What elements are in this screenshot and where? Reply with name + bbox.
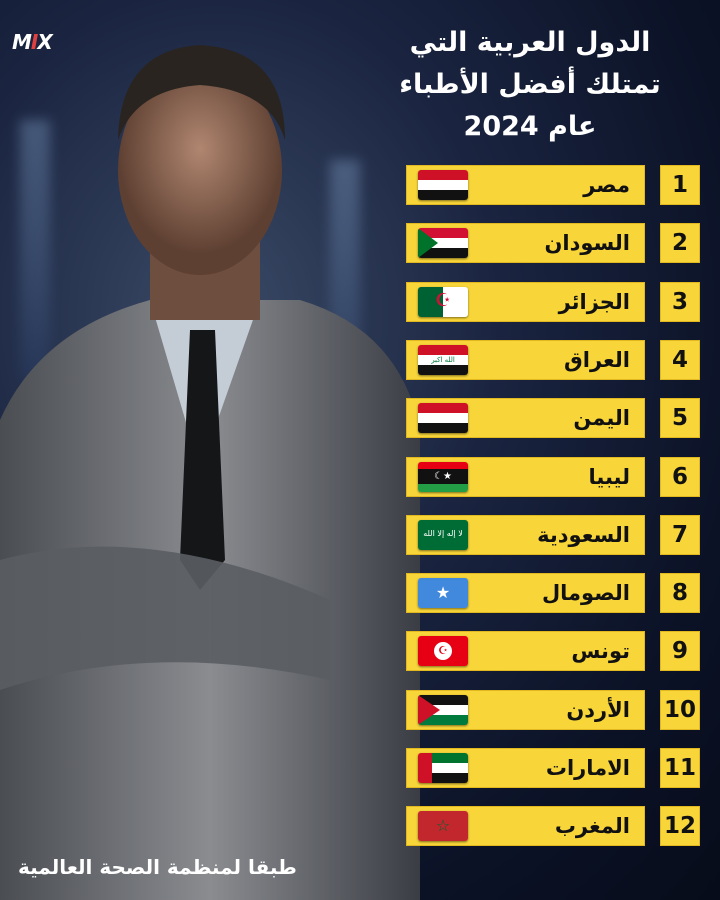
country-name: اليمن (573, 406, 630, 431)
background-light (20, 120, 50, 380)
country-name: الامارات (545, 756, 630, 780)
ranking-row: ليبيا ☾★ 6 (406, 456, 700, 497)
algeria-flag-icon: ☪ (418, 286, 468, 317)
jordan-flag-icon (418, 694, 468, 725)
page-title: الدول العربية التي تمتلك أفضل الأطباء عا… (380, 22, 680, 148)
ranking-row: تونس ☪ 9 (406, 631, 700, 672)
flag-part (418, 694, 468, 705)
flag-part (432, 762, 468, 773)
flag-part (418, 228, 468, 239)
flag-part (418, 238, 468, 249)
rank-number: 6 (660, 456, 700, 497)
flag-part: ★ (418, 578, 468, 609)
flag-part: ☪ (435, 289, 452, 311)
flag-part (443, 286, 468, 317)
country-name: السودان (544, 231, 630, 256)
flag-part (418, 286, 443, 317)
ranking-row: الصومال ★ 8 (406, 573, 700, 614)
ranking-row: الامارات 11 (406, 748, 700, 788)
country-name: السعودية (537, 522, 630, 547)
flag-part: ☾★ (418, 469, 468, 484)
ranking-row: الجزائر ☪ 3 (406, 281, 700, 322)
rank-number: 8 (660, 573, 700, 614)
flag-part: ☆ (418, 811, 468, 842)
flag-part (418, 423, 468, 434)
flag-part: لا إله إلا الله (418, 519, 468, 550)
flag-part (418, 461, 468, 469)
flag-part (432, 753, 468, 763)
country-name: الصومال (541, 581, 630, 606)
somalia-flag-icon: ★ (418, 578, 468, 609)
flag-part (432, 773, 468, 783)
morocco-flag-icon: ☆ (418, 811, 468, 842)
uae-flag-icon (418, 753, 468, 783)
flag-part (418, 344, 468, 355)
egypt-flag-icon (418, 170, 468, 200)
libya-flag-icon: ☾★ (418, 461, 468, 492)
title-line: تمتلك أفضل الأطباء (399, 69, 661, 100)
ranking-row: السودان 2 (406, 223, 700, 264)
flag-part (418, 413, 468, 424)
flag-part (418, 704, 468, 715)
flag-part (418, 403, 468, 414)
rank-number: 11 (660, 748, 700, 788)
ranking-row: اليمن 5 (406, 398, 700, 439)
country-name: الجزائر (558, 289, 630, 314)
flag-part (418, 714, 468, 725)
ranking-row: مصر 1 (406, 165, 700, 205)
rank-number: 7 (660, 514, 700, 555)
source-note: طبقا لمنظمة الصحة العالمية (18, 855, 297, 879)
rank-number: 9 (660, 631, 700, 672)
rank-number: 5 (660, 398, 700, 439)
mix-logo: MIX (12, 30, 53, 54)
country-name: الأردن (566, 697, 630, 722)
country-name: المغرب (554, 814, 630, 839)
ranking-row: السعودية لا إله إلا الله 7 (406, 514, 700, 555)
ranking-row: العراق الله اكبر 4 (406, 339, 700, 380)
tunisia-flag-icon: ☪ (418, 636, 468, 667)
flag-part (418, 179, 468, 190)
iraq-flag-icon: الله اكبر (418, 344, 468, 375)
ranking-row: المغرب ☆ 12 (406, 806, 700, 847)
flag-part (418, 228, 438, 259)
flag-part (418, 753, 432, 783)
flag-part (418, 364, 468, 375)
flag-part (418, 484, 468, 492)
ranking-row: الأردن 10 (406, 689, 700, 730)
rank-number: 12 (660, 806, 700, 847)
yemen-flag-icon (418, 403, 468, 434)
rank-number: 2 (660, 223, 700, 264)
flag-part: ☪ (434, 642, 452, 661)
sudan-flag-icon (418, 228, 468, 259)
rank-number: 4 (660, 339, 700, 380)
title-line: الدول العربية التي (409, 27, 651, 58)
country-name: تونس (571, 639, 630, 664)
country-name: ليبيا (588, 464, 631, 489)
rank-number: 3 (660, 281, 700, 322)
rank-number: 10 (660, 689, 700, 730)
flag-part: الله اكبر (418, 354, 468, 365)
doctor-photo (0, 45, 420, 900)
flag-part (418, 170, 468, 180)
flag-part (418, 248, 468, 259)
saudi-flag-icon: لا إله إلا الله (418, 519, 468, 550)
flag-part (418, 190, 468, 200)
rank-number: 1 (660, 165, 700, 205)
country-name: مصر (583, 173, 630, 197)
country-name: العراق (564, 347, 630, 372)
flag-part: ☪ (418, 636, 468, 667)
flag-part (418, 694, 440, 725)
title-line: عام 2024 (463, 111, 597, 142)
